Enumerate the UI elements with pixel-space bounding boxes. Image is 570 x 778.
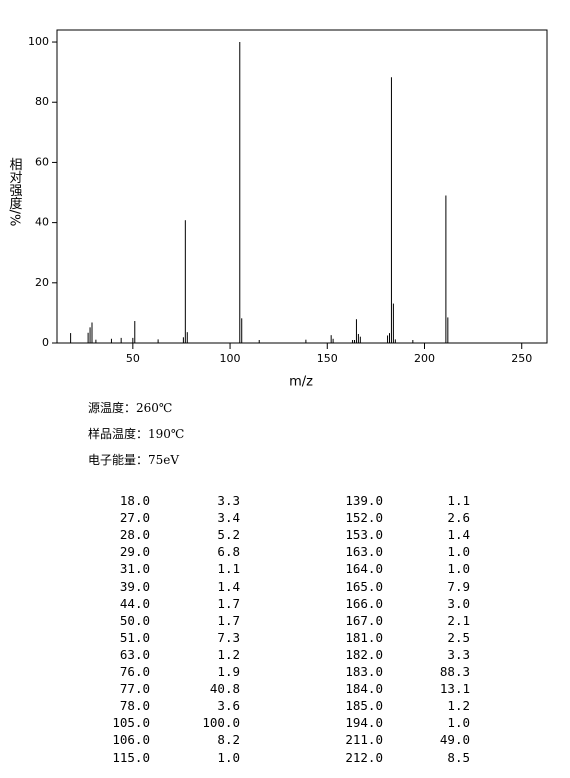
- mz-cell: 44.0: [119, 595, 150, 611]
- mz-cell: 106.0: [112, 732, 150, 748]
- mz-cell: 31.0: [119, 561, 150, 577]
- chart: m/z 相对强度/% 0 20 40 60 80 100 50 100 150 200 250: [7, 29, 548, 390]
- mz-cell: 77.0: [119, 681, 150, 697]
- mz-cell: 27.0: [119, 510, 150, 526]
- mz-cell: 76.0: [119, 664, 150, 679]
- mz-cell: 28.0: [119, 527, 150, 543]
- mz-cell: 63.0: [119, 646, 150, 662]
- mz-cell: 115.0: [112, 749, 150, 765]
- mz-cell: 184.0: [345, 681, 383, 697]
- intensity-cell: 1.0: [217, 749, 240, 765]
- intensity-cell: 2.6: [447, 510, 470, 526]
- mz-cell: 39.0: [119, 578, 150, 594]
- info-line: 源温度：260℃: [88, 401, 173, 415]
- intensity-cell: 3.6: [217, 698, 240, 714]
- intensity-cell: 40.8: [209, 681, 240, 697]
- intensity-cell: 2.1: [447, 612, 470, 628]
- x-tick-label: 50: [126, 352, 140, 365]
- mz-cell: 163.0: [345, 544, 383, 560]
- intensity-cell: 7.9: [447, 578, 470, 594]
- intensity-cell: 1.2: [447, 698, 470, 714]
- mz-cell: 166.0: [345, 595, 383, 611]
- intensity-cell: 1.0: [447, 544, 470, 560]
- mz-cell: 78.0: [119, 698, 150, 714]
- x-tick-label: 100: [220, 352, 241, 365]
- intensity-cell: 1.7: [217, 612, 240, 628]
- intensity-cell: 1.7: [217, 595, 240, 611]
- mz-cell: 105.0: [112, 715, 150, 731]
- intensity-cell: 1.0: [447, 715, 470, 731]
- intensity-cell: 49.0: [439, 732, 470, 748]
- mz-cell: 51.0: [119, 629, 150, 645]
- mz-cell: 194.0: [345, 715, 383, 731]
- mz-cell: 181.0: [345, 629, 383, 645]
- intensity-cell: 1.2: [217, 646, 240, 662]
- intensity-cell: 1.0: [447, 561, 470, 577]
- mz-cell: 183.0: [345, 664, 383, 679]
- intensity-cell: 3.3: [447, 646, 470, 662]
- y-tick-label: 100: [28, 35, 49, 48]
- mz-cell: 153.0: [345, 527, 383, 543]
- intensity-cell: 3.4: [217, 510, 240, 526]
- intensity-cell: 1.9: [217, 664, 240, 679]
- intensity-cell: 88.3: [439, 664, 470, 679]
- intensity-cell: 3.0: [447, 595, 470, 611]
- intensity-cell: 6.8: [217, 544, 240, 560]
- intensity-cell: 1.1: [217, 561, 240, 577]
- intensity-cell: 7.3: [217, 629, 240, 645]
- intensity-cell: 1.1: [447, 493, 470, 508]
- mz-cell: 167.0: [345, 612, 383, 628]
- intensity-cell: 1.4: [217, 578, 240, 594]
- info-line: 样品温度：190℃: [88, 427, 185, 441]
- mz-cell: 211.0: [345, 732, 383, 748]
- mz-cell: 212.0: [345, 749, 383, 765]
- mz-cell: 29.0: [119, 544, 150, 560]
- y-tick-label: 20: [35, 276, 49, 289]
- mz-cell: 185.0: [345, 698, 383, 714]
- intensity-cell: 13.1: [439, 681, 470, 697]
- mz-cell: 164.0: [345, 561, 383, 577]
- intensity-cell: 2.5: [447, 629, 470, 645]
- info-line: 电子能量：75eV: [88, 453, 180, 467]
- intensity-cell: 5.2: [217, 527, 240, 543]
- intensity-cell: 3.3: [217, 493, 240, 508]
- mz-cell: 152.0: [345, 510, 383, 526]
- y-tick-label: 0: [42, 336, 49, 349]
- y-axis-label: 相对强度/%: [7, 158, 23, 227]
- mz-cell: 165.0: [345, 578, 383, 594]
- y-tick-label: 40: [35, 216, 49, 229]
- x-tick-label: 150: [317, 352, 338, 365]
- x-axis-label: m/z: [289, 375, 313, 390]
- info-block: 源温度：260℃ 样品温度：190℃ 电子能量：75eV: [88, 397, 184, 475]
- mz-cell: 50.0: [119, 612, 150, 628]
- intensity-cell: 8.2: [217, 732, 240, 748]
- mz-cell: 182.0: [345, 646, 383, 662]
- y-tick-label: 80: [35, 95, 49, 108]
- intensity-cell: 1.4: [447, 527, 470, 543]
- plot-frame: [56, 29, 548, 344]
- x-tick-label: 250: [511, 352, 532, 365]
- mz-cell: 139.0: [345, 493, 383, 508]
- intensity-cell: 100.0: [202, 715, 240, 731]
- x-tick-label: 200: [414, 352, 435, 365]
- mz-cell: 18.0: [119, 493, 150, 508]
- y-tick-label: 60: [35, 155, 49, 168]
- intensity-cell: 8.5: [447, 749, 470, 765]
